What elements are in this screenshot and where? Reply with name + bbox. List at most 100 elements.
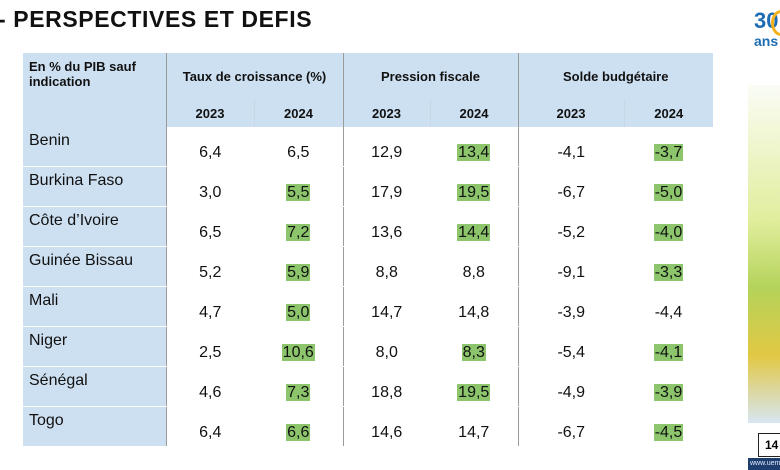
value-cell: -4,9 [517,366,624,407]
value-text: 5,5 [286,184,311,201]
group-header-budget-balance: Solde budgétaire [517,53,713,99]
value-cell: -4,1 [517,127,624,167]
value-text: 14,6 [371,424,403,441]
value-cell: 5,2 [165,246,254,287]
year-header: 2023 [165,99,254,127]
value-cell: 14,8 [430,286,518,327]
value-text: -9,1 [557,264,586,281]
value-cell: -3,7 [624,127,713,167]
value-text: 7,2 [286,224,311,241]
value-cell: 5,9 [254,246,343,287]
value-cell: 3,0 [165,166,254,207]
value-cell: 13,4 [430,127,518,167]
value-text: 8,0 [375,344,398,361]
year-header: 2024 [253,99,343,127]
value-cell: 10,6 [254,326,343,367]
value-cell: 6,6 [254,406,343,447]
anniversary-logo: 30 ans [754,8,780,60]
value-cell: 8,8 [430,246,518,287]
value-text: 5,0 [286,304,311,321]
table-row: Burkina Faso 3,0 5,5 17,9 19,5 -6,7 -5,0 [23,166,713,207]
value-cell: 4,7 [165,286,254,327]
value-cell: 8,0 [342,326,430,367]
table-row: Sénégal 4,6 7,3 18,8 19,5 -4,9 -3,9 [23,366,713,407]
value-cell: 8,3 [430,326,518,367]
value-text: 10,6 [281,344,315,361]
country-name: Niger [23,326,166,367]
value-cell: 2,5 [165,326,254,367]
value-cell: -5,0 [624,166,713,207]
value-cell: 7,3 [254,366,343,407]
value-text: 4,7 [199,304,222,321]
value-text: -4,1 [653,344,684,361]
value-text: -4,4 [654,304,683,321]
value-cell: 5,0 [254,286,343,327]
value-text: 17,9 [371,184,403,201]
logo-text: ans [754,33,779,49]
year-header: 2024 [429,99,518,127]
value-cell: 5,5 [254,166,343,207]
value-cell: 7,2 [254,206,343,247]
value-text: -4,9 [557,384,586,401]
value-text: 19,5 [457,384,491,401]
value-text: 6,5 [199,224,222,241]
value-text: -3,9 [653,384,684,401]
value-text: 4,6 [199,384,222,401]
group-header-growth: Taux de croissance (%) [165,53,343,99]
value-cell: 12,9 [342,127,430,167]
value-cell: -4,4 [624,286,713,327]
value-text: 14,7 [458,424,490,441]
value-cell: 6,5 [254,127,343,167]
value-text: 6,5 [287,144,310,161]
table-row: Mali 4,7 5,0 14,7 14,8 -3,9 -4,4 [23,286,713,327]
value-text: 14,7 [371,304,403,321]
value-cell: 17,9 [342,166,430,207]
country-name: Côte d’Ivoire [23,206,166,247]
value-cell: 14,7 [342,286,430,327]
value-cell: 13,6 [342,206,430,247]
table-corner-label: En % du PIB sauf indication [23,53,166,127]
value-text: 19,5 [457,184,491,201]
value-cell: 4,6 [165,366,254,407]
value-cell: -6,7 [517,166,624,207]
value-text: -4,1 [557,144,586,161]
table-row: Togo 6,4 6,6 14,6 14,7 -6,7 -4,5 [23,406,713,447]
country-name: Guinée Bissau [23,246,166,287]
value-text: -4,5 [653,424,684,441]
table-row: Benin 6,4 6,5 12,9 13,4 -4,1 -3,7 [23,127,713,167]
slide-title: - PERSPECTIVES ET DEFIS [0,6,313,32]
value-cell: -4,5 [624,406,713,447]
value-cell: -9,1 [517,246,624,287]
value-text: -6,7 [557,424,586,441]
decorative-stripe [748,85,780,423]
value-cell: 8,8 [342,246,430,287]
value-cell: 14,6 [342,406,430,447]
value-text: 5,9 [286,264,311,281]
value-text: 5,2 [199,264,222,281]
group-header-tax-pressure: Pression fiscale [342,53,518,99]
value-text: 8,3 [461,344,486,361]
value-text: 14,4 [457,224,491,241]
value-text: 6,4 [199,144,222,161]
value-cell: -6,7 [517,406,624,447]
value-text: 14,8 [458,304,490,321]
value-cell: -5,4 [517,326,624,367]
value-cell: -4,0 [624,206,713,247]
value-text: -5,0 [653,184,684,201]
value-text: -6,7 [557,184,586,201]
value-text: 8,8 [375,264,398,281]
value-text: 12,9 [371,144,403,161]
value-cell: -5,2 [517,206,624,247]
value-cell: 19,5 [430,366,518,407]
value-text: 6,6 [286,424,311,441]
value-text: 13,6 [371,224,403,241]
country-name: Sénégal [23,366,166,407]
table-row: Niger 2,5 10,6 8,0 8,3 -5,4 -4,1 [23,326,713,367]
country-name: Togo [23,406,166,447]
value-text: 13,4 [457,144,491,161]
value-cell: -3,3 [624,246,713,287]
year-header: 2023 [342,99,430,127]
footer-url: www.uemoa.int [748,458,780,470]
value-text: -3,7 [653,144,684,161]
value-cell: -3,9 [517,286,624,327]
